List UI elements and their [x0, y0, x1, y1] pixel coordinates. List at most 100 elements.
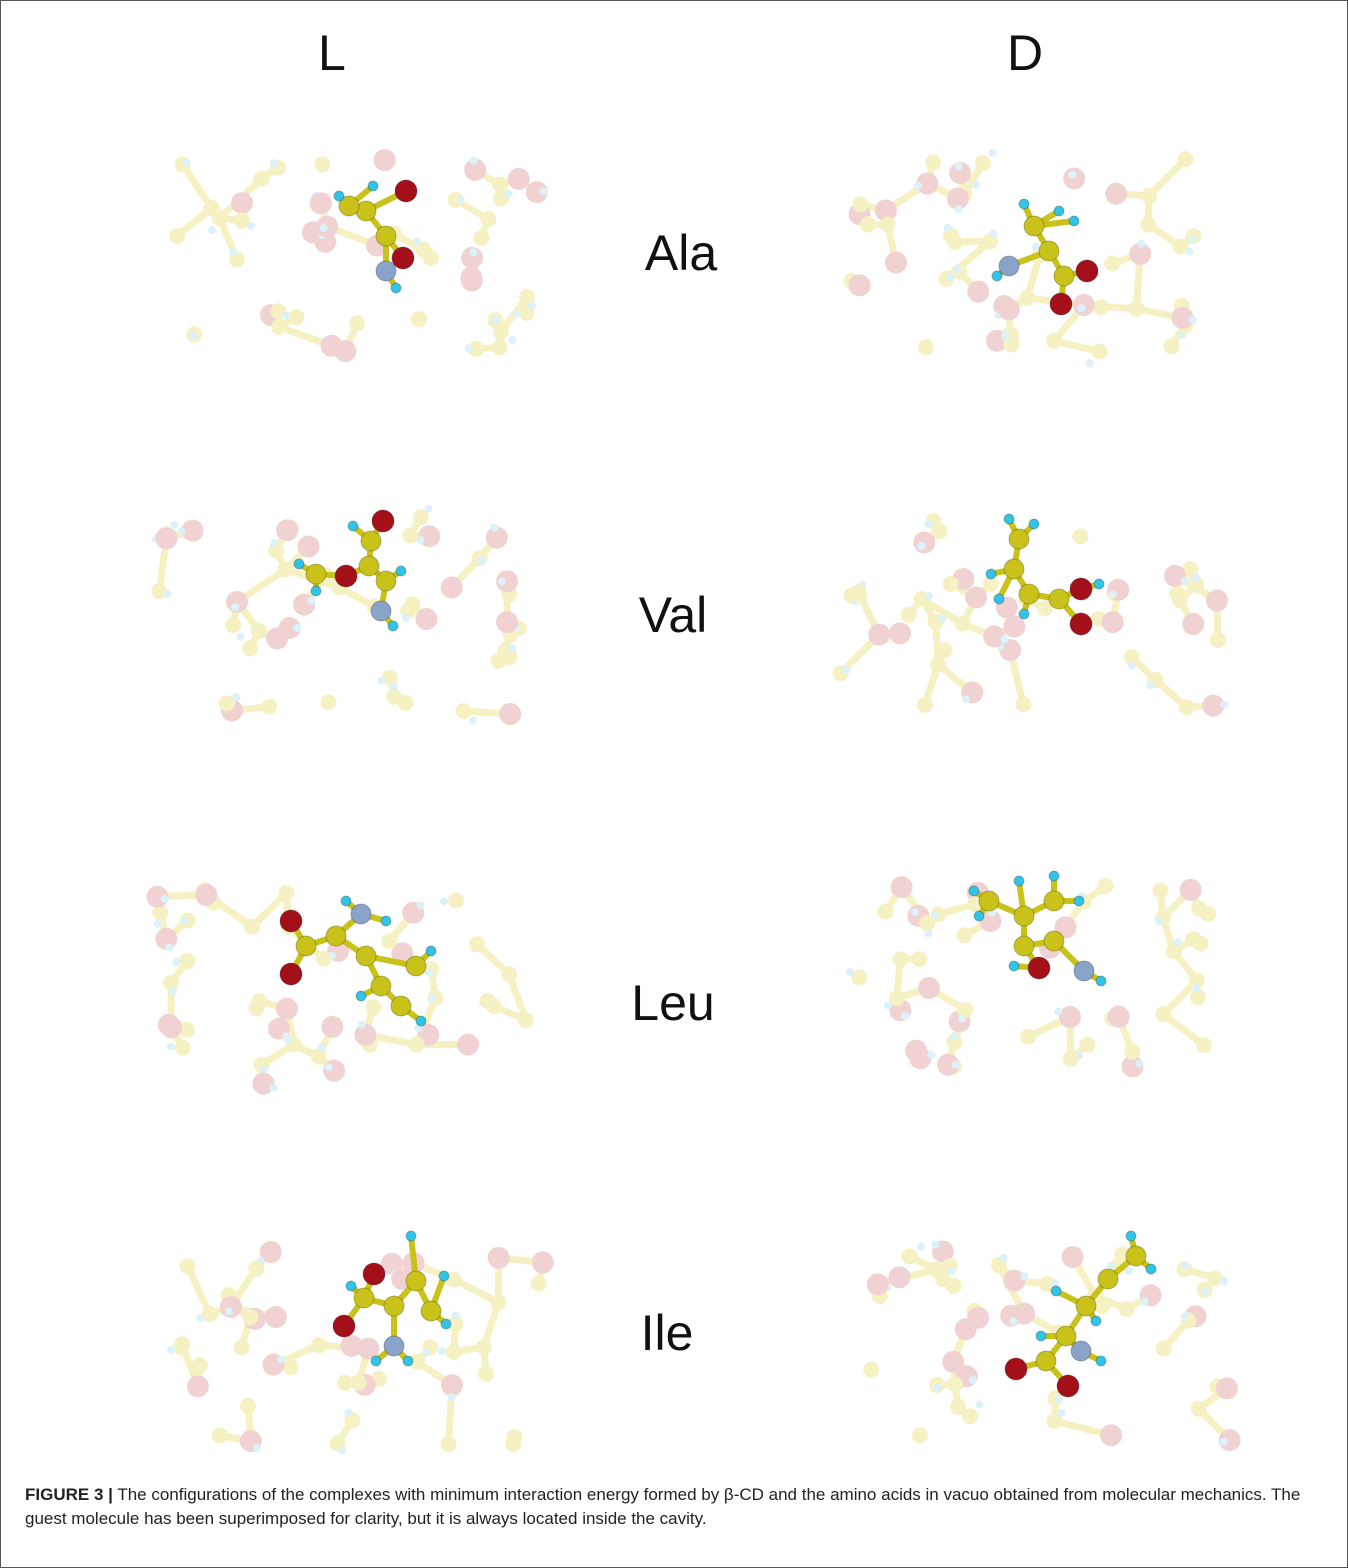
host-oxygen-atom [888, 1266, 911, 1289]
host-carbon-atom [314, 156, 331, 173]
row-label-ala: Ala [644, 225, 718, 281]
guest-amino-acid [991, 198, 1099, 316]
host-carbon-atom [337, 1374, 354, 1391]
host-hydrogen-atom [269, 159, 278, 168]
host-carbon-atom [178, 1021, 195, 1038]
host-hydrogen-atom [317, 1043, 326, 1052]
host-carbon-atom [381, 932, 398, 949]
hydrogen-atom [1053, 205, 1065, 217]
host-hydrogen-atom [943, 224, 952, 233]
host-hydrogen-atom [319, 224, 328, 233]
carbon-atom [305, 563, 327, 585]
host-carbon-atom [1155, 1340, 1172, 1357]
host-carbon-atom [1163, 338, 1180, 355]
figure-caption-label: FIGURE 3 | [25, 1485, 113, 1504]
host-oxygen-atom [1179, 878, 1202, 901]
host-cyclodextrin [845, 876, 1217, 1078]
host-hydrogen-atom [914, 181, 923, 190]
host-carbon-atom [179, 1258, 196, 1275]
host-oxygen-atom [186, 1375, 209, 1398]
host-oxygen-atom [1061, 1245, 1084, 1268]
guest-amino-acid [279, 895, 437, 1027]
hydrogen-atom [340, 895, 352, 907]
host-hydrogen-atom [247, 222, 256, 231]
host-hydrogen-atom [916, 1242, 925, 1251]
host-carbon-atom [1003, 336, 1020, 353]
host-bond [505, 970, 530, 1024]
carbon-atom [420, 1300, 442, 1322]
host-carbon-atom [879, 216, 896, 233]
host-hydrogen-atom [539, 187, 548, 196]
host-carbon-atom [936, 642, 953, 659]
molecule-render-d-val [832, 513, 1229, 717]
host-hydrogen-atom [166, 1042, 175, 1051]
host-carbon-atom [892, 951, 909, 968]
host-carbon-atom [1188, 972, 1205, 989]
host-oxygen-atom [380, 1252, 403, 1275]
host-carbon-atom [1171, 592, 1188, 609]
host-carbon-atom [917, 339, 934, 356]
oxygen-atom [371, 509, 395, 533]
hydrogen-atom [345, 1280, 357, 1292]
hydrogen-atom [1090, 1315, 1102, 1327]
host-oxygen-atom [456, 1033, 479, 1056]
oxygen-atom [1075, 259, 1099, 283]
guest-amino-acid [1004, 1230, 1157, 1398]
host-carbon-atom [240, 1398, 257, 1415]
row-label-val: Val [638, 587, 708, 643]
host-carbon-atom [365, 999, 382, 1016]
carbon-atom [1008, 528, 1030, 550]
host-carbon-atom [402, 527, 419, 544]
host-carbon-atom [911, 951, 928, 968]
carbon-atom [353, 1287, 375, 1309]
host-oxygen-atom [946, 187, 969, 210]
molecule-render-l-leu [146, 881, 534, 1095]
carbon-atom [295, 935, 317, 957]
host-carbon-atom [945, 1277, 962, 1294]
molecule-render-l-ile [167, 1230, 554, 1455]
host-hydrogen-atom [172, 957, 181, 966]
host-hydrogen-atom [447, 1393, 456, 1402]
host-carbon-atom [1104, 255, 1121, 272]
hydrogen-atom [1073, 895, 1085, 907]
host-cyclodextrin [146, 881, 534, 1095]
hydrogen-atom [405, 1230, 417, 1242]
host-oxygen-atom [1129, 242, 1152, 265]
host-hydrogen-atom [281, 311, 290, 320]
host-carbon-atom [288, 309, 305, 326]
host-oxygen-atom [391, 942, 414, 965]
host-carbon-atom [163, 975, 180, 992]
host-carbon-atom [445, 1344, 462, 1361]
host-oxygen-atom [949, 162, 972, 185]
host-carbon-atom [277, 561, 294, 578]
host-carbon-atom [1152, 882, 1169, 899]
host-carbon-atom [174, 1039, 191, 1056]
host-hydrogen-atom [1106, 1262, 1115, 1271]
host-carbon-atom [501, 966, 518, 983]
hydrogen-atom [395, 565, 407, 577]
host-carbon-atom [349, 315, 366, 332]
hydrogen-atom [1018, 608, 1030, 620]
host-carbon-atom [225, 617, 242, 634]
hydrogen-atom [293, 558, 305, 570]
host-carbon-atom [1123, 649, 1140, 666]
host-hydrogen-atom [451, 1311, 460, 1320]
carbon-atom [1075, 1295, 1097, 1317]
host-carbon-atom [408, 1036, 425, 1053]
host-carbon-atom [1185, 931, 1202, 948]
carbon-atom [1055, 1325, 1077, 1347]
carbon-atom [1038, 240, 1060, 262]
host-hydrogen-atom [168, 987, 177, 996]
host-oxygen-atom [916, 172, 939, 195]
host-oxygen-atom [266, 627, 289, 650]
host-hydrogen-atom [1135, 1059, 1144, 1068]
carbon-atom [1048, 588, 1070, 610]
carbon-atom [375, 225, 397, 247]
carbon-atom [375, 570, 397, 592]
host-hydrogen-atom [1220, 700, 1229, 709]
host-carbon-atom [492, 176, 509, 193]
host-oxygen-atom [1182, 613, 1205, 636]
host-hydrogen-atom [952, 265, 961, 274]
molecule-panel-l-leu [131, 856, 551, 1116]
guest-amino-acid [333, 179, 418, 294]
